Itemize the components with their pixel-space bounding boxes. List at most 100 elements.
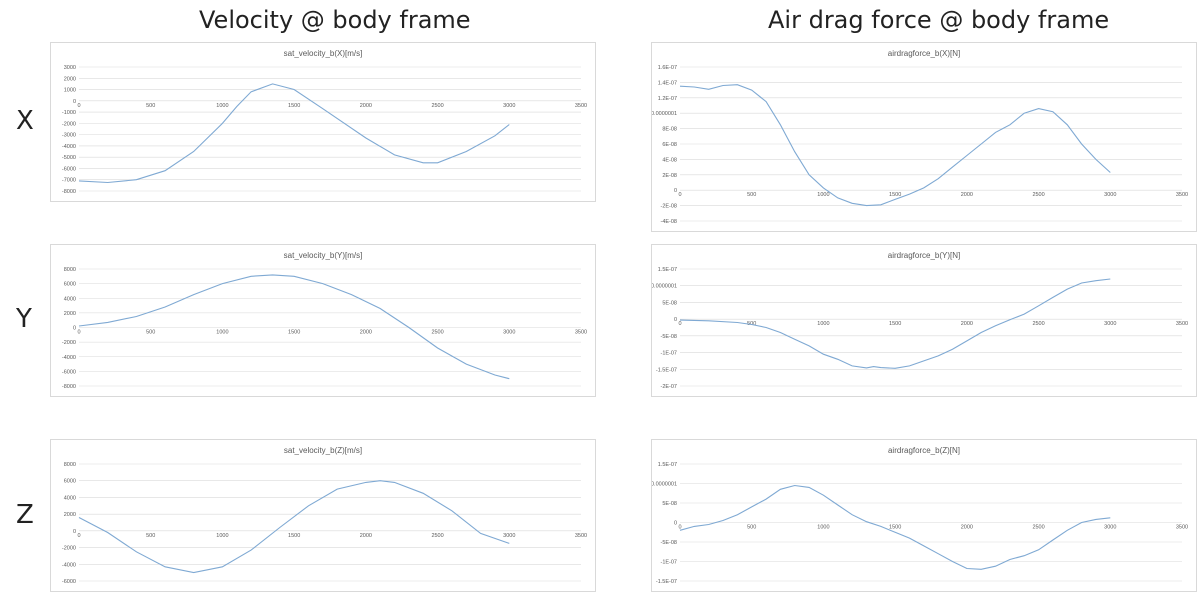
x-tick-label: 3500 — [1176, 192, 1188, 198]
series-line — [78, 83, 510, 184]
x-tick-label: 500 — [146, 330, 155, 336]
chart-svg: airdragforce_b(X)[N] 1.6E-07 1.4E-07 1.2E-0… — [652, 49, 1188, 225]
y-tick-label: 0 — [73, 326, 76, 332]
x-tick-label: 1000 — [817, 321, 829, 327]
x-tick-label: 500 — [146, 533, 155, 539]
y-tick-label: -2000 — [62, 121, 76, 127]
chart-title: airdragforce_b(Z)[N] — [888, 446, 960, 455]
y-tick-label: -7000 — [62, 178, 76, 184]
y-tick-label: 6E-08 — [662, 142, 677, 148]
series-line — [78, 274, 510, 380]
y-tick-label: -4E-08 — [660, 219, 677, 225]
y-tick-label: -5E-08 — [660, 540, 677, 546]
y-tick-label: -2000 — [62, 340, 76, 346]
series-line — [78, 480, 510, 574]
x-tick-label: 1000 — [817, 192, 829, 198]
y-tick-label: 0.0000001 — [652, 284, 677, 290]
y-tick-label: 0 — [73, 529, 76, 535]
chart-airdrag-x: airdragforce_b(X)[N] 1.6E-07 1.4E-07 1.2E-0… — [651, 42, 1197, 232]
y-tick-label: -3000 — [62, 133, 76, 139]
y-tick-label: -5000 — [62, 155, 76, 161]
y-tick-label: 1.6E-07 — [658, 65, 677, 71]
series-line — [679, 484, 1111, 570]
y-tick-label: -2E-08 — [660, 204, 677, 210]
x-tick-label: 3000 — [1104, 321, 1116, 327]
x-tick-label: 3500 — [575, 330, 587, 336]
x-tick-label: 2000 — [360, 533, 372, 539]
y-tick-label: 1000 — [64, 88, 76, 94]
y-tick-label: 4000 — [64, 495, 76, 501]
x-tick-label: 0 — [678, 525, 681, 531]
x-tick-label: 1500 — [288, 103, 300, 109]
x-tick-label: 500 — [747, 192, 756, 198]
x-tick-label: 1000 — [216, 330, 228, 336]
x-tick-label: 2000 — [961, 321, 973, 327]
x-tick-label: 0 — [77, 533, 80, 539]
chart-svg: airdragforce_b(Z)[N] 1.5E-07 0.0000001 5E-0… — [652, 446, 1188, 585]
chart-svg: sat_velocity_b(Y)[m/s]80006000400020000-… — [62, 251, 587, 390]
heading-air-drag: Air drag force @ body frame — [768, 6, 1110, 34]
y-tick-label: 0 — [73, 99, 76, 105]
y-tick-label: 2000 — [64, 512, 76, 518]
x-tick-label: 0 — [77, 330, 80, 336]
y-tick-label: -4000 — [62, 355, 76, 361]
x-tick-label: 2500 — [431, 330, 443, 336]
y-tick-label: 8000 — [64, 267, 76, 273]
chart-title: airdragforce_b(X)[N] — [888, 49, 960, 58]
series-line — [679, 84, 1111, 207]
y-tick-label: 1.2E-07 — [658, 96, 677, 102]
x-tick-label: 500 — [146, 103, 155, 109]
y-tick-label: 0.0000001 — [652, 482, 677, 488]
x-tick-label: 2500 — [1032, 321, 1044, 327]
y-tick-label: 0 — [674, 317, 677, 323]
y-tick-label: 6000 — [64, 282, 76, 288]
chart-title: sat_velocity_b(X)[m/s] — [284, 49, 363, 58]
row-label-x: X — [16, 106, 34, 136]
x-tick-label: 3500 — [1176, 525, 1188, 531]
y-tick-label: -1.5E-07 — [656, 367, 677, 373]
y-tick-label: -6000 — [62, 369, 76, 375]
x-tick-label: 2000 — [961, 192, 973, 198]
x-tick-label: 0 — [678, 321, 681, 327]
y-tick-label: -2000 — [62, 546, 76, 552]
y-tick-label: -1000 — [62, 110, 76, 116]
row-label-z: Z — [16, 500, 34, 530]
x-tick-label: 1500 — [889, 192, 901, 198]
chart-airdrag-z: airdragforce_b(Z)[N] 1.5E-07 0.0000001 5E-0… — [651, 439, 1197, 592]
y-tick-label: -1.5E-07 — [656, 579, 677, 585]
x-tick-label: 500 — [747, 525, 756, 531]
x-tick-label: 3000 — [1104, 525, 1116, 531]
y-tick-label: 1.4E-07 — [658, 80, 677, 86]
x-tick-label: 2000 — [360, 103, 372, 109]
chart-velocity-x: sat_velocity_b(X)[m/s] 3000 2000 1000 0 -1000… — [50, 42, 596, 202]
series-line — [679, 278, 1111, 369]
y-tick-label: -4000 — [62, 144, 76, 150]
y-tick-label: 8E-08 — [662, 127, 677, 133]
y-tick-label: -1E-07 — [660, 560, 677, 566]
x-tick-label: 1000 — [817, 525, 829, 531]
chart-velocity-z: sat_velocity_b(Z)[m/s] 8000 6000 4000 2000 0 -… — [50, 439, 596, 592]
x-tick-label: 0 — [77, 103, 80, 109]
y-tick-label: 6000 — [64, 479, 76, 485]
chart-title: sat_velocity_b(Z)[m/s] — [284, 446, 362, 455]
y-tick-label: 0 — [674, 188, 677, 194]
heading-velocity: Velocity @ body frame — [199, 6, 471, 34]
y-tick-label: 5E-08 — [662, 501, 677, 507]
x-tick-label: 2000 — [961, 525, 973, 531]
x-tick-label: 3500 — [575, 103, 587, 109]
x-tick-label: 3500 — [1176, 321, 1188, 327]
chart-svg: sat_velocity_b(Z)[m/s] 8000 6000 4000 2000 0 -… — [62, 446, 587, 585]
y-tick-label: 0.0000001 — [652, 111, 677, 117]
x-tick-label: 2500 — [431, 103, 443, 109]
x-tick-label: 2500 — [1032, 525, 1044, 531]
chart-velocity-y: sat_velocity_b(Y)[m/s] 8000 6000 4000 2000 0-… — [50, 244, 596, 397]
x-tick-label: 2000 — [360, 330, 372, 336]
y-tick-label: -5E-08 — [660, 334, 677, 340]
x-tick-label: 1000 — [216, 533, 228, 539]
chart-svg: airdragforce_b(Y)[N] 1.5E-07 0.0000001 5E-0… — [652, 251, 1188, 390]
x-tick-label: 1000 — [216, 103, 228, 109]
x-tick-label: 0 — [678, 192, 681, 198]
x-tick-label: 3000 — [503, 533, 515, 539]
x-tick-label: 3000 — [503, 103, 515, 109]
x-tick-label: 1500 — [288, 330, 300, 336]
